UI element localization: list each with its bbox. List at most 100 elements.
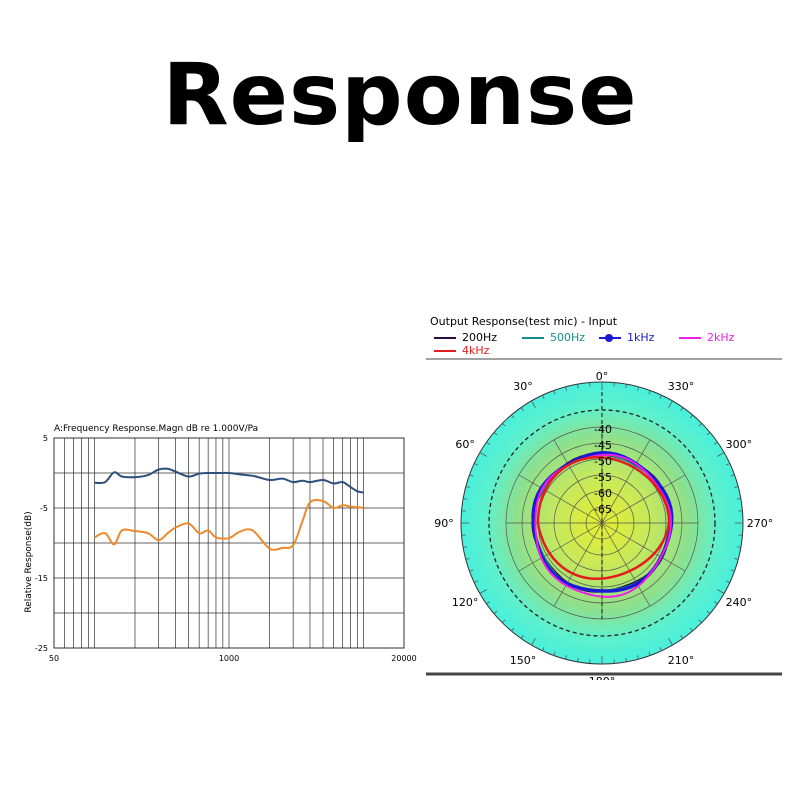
angle-tick (553, 390, 556, 395)
legend-label: 200Hz (462, 331, 498, 344)
legend-label: 4kHz (462, 344, 490, 357)
angle-tick (486, 441, 491, 445)
angle-tick (698, 423, 702, 427)
radial-spoke (518, 474, 603, 524)
series-lines (94, 467, 364, 551)
angle-tick (637, 386, 639, 391)
angle-tick (465, 558, 470, 560)
angle-tick (625, 384, 627, 389)
radial-spoke (601, 474, 686, 524)
angle-tick (565, 655, 567, 660)
radial-tick-label: -40 (594, 423, 612, 436)
angle-tick (531, 637, 536, 646)
angle-tick (637, 655, 639, 660)
angle-tick (736, 498, 741, 500)
angle-tick (565, 386, 567, 391)
angle-label: 90° (434, 517, 454, 530)
angle-tick (659, 646, 662, 651)
legend-item-500Hz: 500Hz (522, 331, 585, 344)
radial-tick-label: -45 (594, 439, 612, 452)
radial-spoke (518, 522, 603, 572)
legend-item-1kHz: 1kHz (599, 331, 654, 344)
y-tick-labels: 5 -5 -15 -25 (35, 434, 48, 653)
legend-item-2kHz: 2kHz (679, 331, 734, 344)
reference-circle (488, 409, 716, 637)
chart-grid (53, 437, 405, 649)
radial-tick-label: -60 (594, 487, 612, 500)
angle-tick (577, 657, 579, 662)
angle-tick (577, 384, 579, 389)
angle-tick (734, 486, 739, 488)
legend-item-4kHz: 4kHz (434, 344, 489, 357)
angle-tick (648, 390, 651, 395)
angle-label: 60° (455, 438, 475, 451)
angle-tick (479, 452, 488, 457)
angle-tick (520, 634, 524, 639)
angle-tick (474, 463, 479, 466)
legend-label: 1kHz (627, 331, 655, 344)
polar-plot-area: -40 -45 -50 -55 -60 -65 0° 30° 60° 90° 120° 150° 180… (434, 370, 773, 680)
angle-tick (474, 580, 479, 583)
series-line-1 (94, 467, 364, 494)
angle-tick (736, 546, 741, 548)
angle-tick (542, 395, 545, 400)
polar-legend: 200Hz 500Hz 1kHz 2kHz 4kHz (434, 331, 774, 359)
angle-tick (698, 619, 702, 623)
angle-label: 270° (747, 517, 774, 530)
angle-tick (463, 498, 468, 500)
x-tick-label: 20000 (391, 654, 416, 663)
legend-swatch (522, 336, 544, 339)
radial-tick-label: -50 (594, 455, 612, 468)
angle-tick (648, 651, 651, 656)
angle-tick (542, 646, 545, 651)
angle-tick (486, 601, 491, 605)
x-tick-label: 1000 (219, 654, 239, 663)
angle-tick (713, 601, 718, 605)
angle-tick (625, 657, 627, 662)
angle-label: 330° (668, 380, 695, 393)
legend-item-200Hz: 200Hz (434, 331, 497, 344)
angle-tick (463, 546, 468, 548)
angle-tick (706, 432, 711, 436)
angle-tick (734, 558, 739, 560)
angle-tick (668, 400, 673, 409)
legend-swatch (434, 349, 456, 352)
angle-label: 30° (513, 380, 533, 393)
plot-frame (53, 437, 405, 649)
radial-spoke (553, 522, 603, 607)
angle-tick (689, 414, 693, 419)
angle-tick (659, 395, 662, 400)
angle-tick (668, 637, 673, 646)
angle-label: 300° (726, 438, 753, 451)
frequency-response-chart: A:Frequency Response.Magn dB re 1.000V/P… (24, 424, 417, 663)
series-line-2 (94, 499, 364, 551)
x-tick-label: 50 (49, 654, 59, 663)
angle-tick (730, 569, 735, 572)
angle-tick (493, 432, 498, 436)
angle-label: 240° (726, 596, 753, 609)
radial-spoke (601, 522, 686, 572)
radial-tick-label: -55 (594, 471, 612, 484)
page-title: Response (162, 45, 638, 145)
y-tick-label: -25 (35, 644, 48, 653)
angle-tick (520, 407, 524, 412)
radial-tick-label: -65 (594, 503, 612, 516)
angle-tick (469, 474, 474, 477)
angle-label: 0° (596, 370, 609, 383)
polar-series-4kHz (536, 456, 671, 581)
angle-tick (511, 627, 515, 632)
angle-label: 120° (452, 596, 479, 609)
x-tick-labels: 50 1000 20000 (49, 654, 417, 663)
angle-tick (479, 589, 488, 594)
y-axis-label: Relative Response(dB) (24, 511, 34, 612)
y-tick-label: -15 (35, 574, 48, 583)
angle-tick (502, 619, 506, 623)
y-tick-label: -5 (40, 504, 48, 513)
angle-tick (730, 474, 735, 477)
angle-label: 180° (589, 675, 616, 680)
angle-tick (716, 452, 725, 457)
legend-swatch (679, 336, 701, 339)
angle-tick (725, 463, 730, 466)
polar-series-2kHz (534, 453, 673, 598)
angle-tick (725, 580, 730, 583)
